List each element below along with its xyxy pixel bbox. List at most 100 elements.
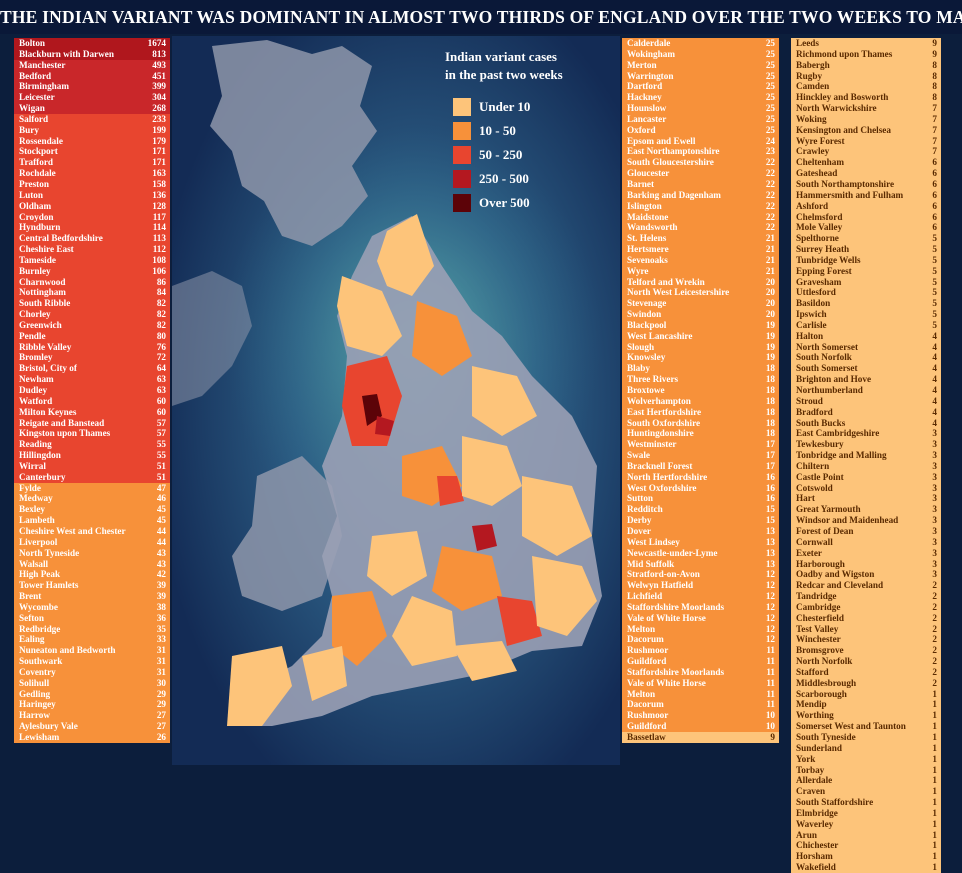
legend-items: Under 10 10 - 50 50 - 250 250 - 500 Over 500: [445, 96, 615, 214]
district-name: Cambridge: [796, 601, 841, 612]
table-row: High Peak 42: [14, 569, 170, 581]
table-row: Leeds 9: [791, 38, 941, 49]
district-name: Exeter: [796, 547, 823, 558]
case-count: 38: [156, 601, 166, 612]
district-name: Bromley: [19, 352, 53, 363]
case-count: 15: [765, 515, 775, 526]
district-name: High Peak: [19, 569, 61, 580]
district-name: Barking and Dagenham: [627, 189, 721, 200]
district-name: Tunbridge Wells: [796, 254, 861, 265]
table-row: Surrey Heath 5: [791, 244, 941, 255]
district-name: South Tyneside: [796, 732, 856, 742]
case-count: 3: [932, 439, 937, 450]
table-row: Swindon 20: [622, 309, 779, 320]
district-name: Stratford-on-Avon: [627, 569, 700, 580]
case-count: 2: [932, 601, 937, 612]
table-row: Haringey 29: [14, 699, 170, 711]
table-row: Wolverhampton 18: [622, 395, 779, 407]
case-count: 11: [766, 666, 775, 677]
case-count: 12: [765, 601, 775, 612]
district-name: West Lancashire: [627, 330, 693, 341]
district-name: East Hertfordshire: [627, 406, 702, 417]
district-name: East Northamptonshire: [627, 146, 720, 157]
table-row: Charnwood 86: [14, 276, 170, 288]
table-row: Wigan 268: [14, 103, 170, 114]
table-row: Rochdale 163: [14, 168, 170, 179]
district-name: Rossendale: [19, 135, 63, 146]
table-row: Richmond upon Thames 9: [791, 48, 941, 60]
district-name: North Hertfordshire: [627, 471, 708, 482]
case-count: 18: [765, 363, 775, 374]
district-name: Surrey Heath: [796, 244, 850, 255]
case-count: 17: [765, 460, 775, 471]
district-name: Guildford: [627, 656, 667, 667]
table-row: Worthing 1: [791, 710, 941, 722]
case-count: 16: [765, 493, 775, 504]
district-name: Redbridge: [19, 623, 61, 634]
table-row: Watford 60: [14, 395, 170, 407]
district-name: Chelmsford: [796, 211, 843, 222]
district-name: Walsall: [19, 558, 49, 569]
table-row: Crawley 7: [791, 146, 941, 158]
district-name: Chichester: [796, 840, 839, 851]
case-count: 1: [932, 775, 937, 786]
district-name: East Cambridgeshire: [796, 428, 880, 439]
case-count: 22: [765, 178, 775, 189]
table-row: Reigate and Banstead 57: [14, 417, 170, 429]
wales-shape: [232, 456, 342, 611]
case-count: 5: [932, 319, 937, 330]
case-count: 5: [932, 254, 937, 265]
table-row: Hillingdon 55: [14, 450, 170, 461]
table-row: Cambridge 2: [791, 601, 941, 613]
case-count: 64: [156, 363, 166, 374]
district-name: Torbay: [796, 764, 825, 775]
district-name: North Tyneside: [19, 547, 80, 558]
case-count: 45: [156, 504, 166, 515]
case-count: 11: [766, 688, 775, 699]
table-row: Blaby 18: [622, 363, 779, 375]
case-count: 7: [932, 103, 937, 114]
table-row: Tonbridge and Malling 3: [791, 450, 941, 461]
case-count: 60: [156, 406, 166, 417]
district-name: West Oxfordshire: [627, 482, 697, 493]
district-name: Mendip: [796, 699, 827, 710]
table-row: Hart 3: [791, 493, 941, 505]
table-row: Dacorum 12: [622, 634, 779, 646]
district-name: Guildford: [627, 721, 667, 732]
district-name: Wigan: [19, 103, 45, 114]
table-row: Guildford 10: [622, 721, 779, 732]
case-count: 7: [932, 124, 937, 135]
case-count: 84: [156, 287, 166, 298]
case-count: 11: [766, 645, 775, 656]
district-name: Haringey: [19, 699, 56, 710]
district-name: Lambeth: [19, 515, 55, 526]
case-count: 2: [932, 591, 937, 602]
table-row: Stroud 4: [791, 395, 941, 407]
table-row: Maidstone 22: [622, 211, 779, 223]
table-row: Bradford 4: [791, 406, 941, 418]
case-count: 1: [932, 862, 937, 873]
district-name: Babergh: [796, 59, 830, 70]
district-name: Trafford: [19, 157, 54, 168]
case-count: 6: [932, 189, 937, 200]
case-count: 6: [932, 157, 937, 168]
table-row: East Cambridgeshire 3: [791, 428, 941, 440]
table-row: York 1: [791, 753, 941, 765]
case-count: 158: [152, 178, 166, 189]
case-count: 2: [932, 677, 937, 688]
case-count: 43: [156, 547, 166, 558]
table-row: Calderdale 25: [622, 38, 779, 49]
table-row: Rushmoor 10: [622, 710, 779, 722]
case-count: 60: [156, 395, 166, 406]
district-name: Chorley: [19, 309, 51, 320]
case-count: 399: [152, 81, 166, 92]
case-count: 117: [152, 211, 166, 222]
table-row: West Oxfordshire 16: [622, 482, 779, 494]
district-name: Crawley: [796, 146, 830, 157]
case-count: 30: [156, 677, 166, 688]
legend-item: Over 500: [445, 192, 615, 214]
table-row: Sevenoaks 21: [622, 254, 779, 266]
legend: Indian variant cases in the past two wee…: [445, 48, 615, 214]
case-count: 57: [156, 417, 166, 428]
district-list-2: Calderdale 25 Wokingham 25 Merton 25 Warringto…: [622, 38, 779, 743]
